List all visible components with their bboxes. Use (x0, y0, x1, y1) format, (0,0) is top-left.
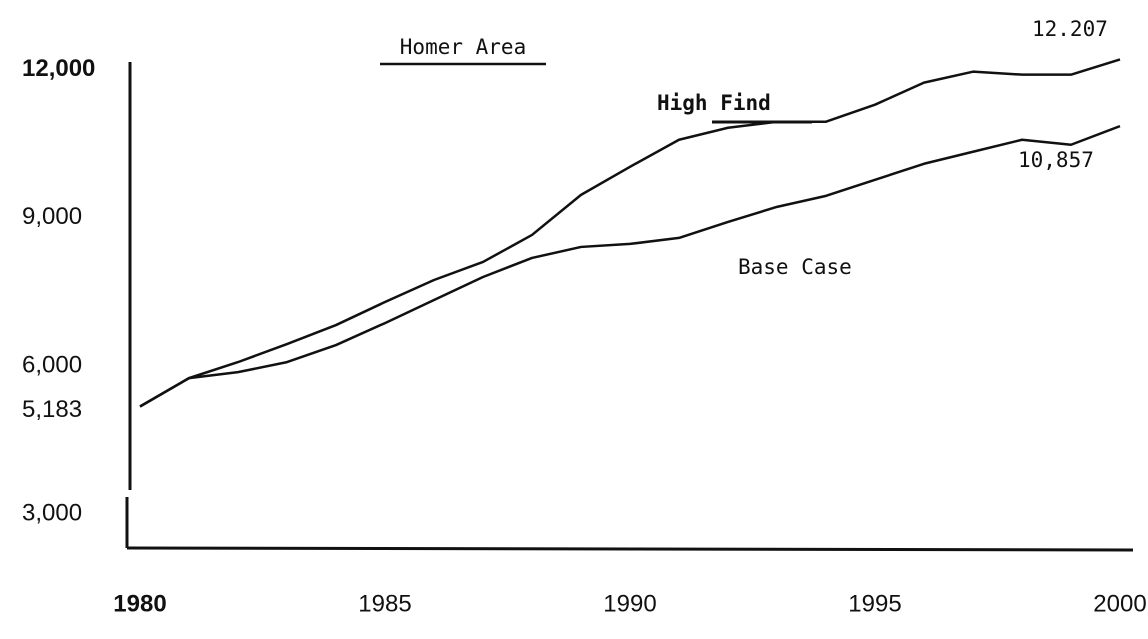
x-tick-label: 1990 (603, 590, 656, 617)
x-tick-label: 1995 (848, 590, 901, 617)
line (139, 58, 1121, 408)
x-tick-label: 1985 (358, 590, 411, 617)
y-tick-label: 5,183 (22, 396, 82, 423)
chart-title: Homer Area (400, 35, 526, 59)
y-tick-label: 6,000 (22, 351, 82, 378)
x-axis (126, 546, 1134, 552)
x-tick-label: 2000 (1093, 590, 1146, 617)
x-tick-label: 1980 (113, 590, 166, 617)
end-label: 10,857 (1018, 148, 1094, 172)
y-tick-label: 12,000 (22, 55, 95, 82)
y-tick-label: 3,000 (22, 500, 82, 527)
series-label: Base Case (738, 255, 852, 279)
line (139, 124, 1121, 408)
y-tick-label: 9,000 (22, 203, 82, 230)
series-label: High Find (657, 91, 771, 115)
end-label: 12.207 (1032, 17, 1108, 41)
